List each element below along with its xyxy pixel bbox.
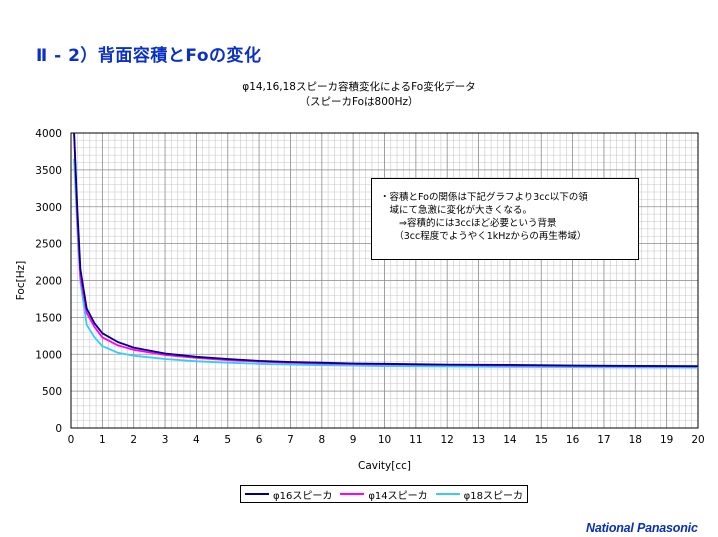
legend-item: φ14スピーカ <box>340 487 428 502</box>
legend-swatch <box>435 493 460 495</box>
y-tick-label: 2000 <box>35 276 62 288</box>
x-tick-label: 3 <box>162 434 169 446</box>
x-tick-label: 14 <box>503 434 517 446</box>
x-axis-label: Cavity[cc] <box>358 460 411 472</box>
x-tick-label: 20 <box>691 434 704 446</box>
brand-logo: National Panasonic <box>586 521 698 535</box>
x-tick-label: 13 <box>472 434 485 446</box>
legend-swatch <box>245 493 269 495</box>
x-tick-label: 18 <box>629 434 642 446</box>
annotation-line: ・容積とFoの関係は下記グラフより3cc以下の領 <box>380 192 588 203</box>
y-tick-label: 2500 <box>35 239 62 251</box>
slide-title: Ⅱ - 2）背面容積とFoの変化 <box>36 46 262 66</box>
x-tick-label: 16 <box>566 434 580 446</box>
y-tick-label: 1500 <box>35 312 62 324</box>
x-tick-label: 12 <box>441 434 454 446</box>
x-tick-label: 0 <box>68 434 75 446</box>
legend-label: φ14スピーカ <box>368 490 428 502</box>
x-tick-label: 15 <box>535 434 548 446</box>
x-tick-label: 6 <box>256 434 263 446</box>
x-tick-label: 7 <box>287 434 294 446</box>
annotation-box: ・容積とFoの関係は下記グラフより3cc以下の領 域にて急激に変化が大きくなる。… <box>371 178 639 260</box>
y-tick-label: 0 <box>55 423 62 435</box>
x-tick-label: 9 <box>350 434 357 446</box>
legend-label: φ18スピーカ <box>463 490 523 502</box>
annotation-line: ⇒容積的には3ccほど必要という背景 <box>380 218 557 229</box>
y-tick-label: 4000 <box>35 128 62 140</box>
legend-item: φ16スピーカ <box>245 487 332 502</box>
chart-subtitle: （スピーカFoは800Hz） <box>299 96 419 108</box>
y-tick-label: 3000 <box>35 202 62 214</box>
x-tick-label: 4 <box>193 434 200 446</box>
x-tick-label: 2 <box>130 434 137 446</box>
series-line <box>73 158 699 369</box>
legend-item: φ18スピーカ <box>435 487 523 502</box>
x-tick-label: 17 <box>597 434 610 446</box>
y-tick-label: 1000 <box>35 349 62 361</box>
annotation-line: （3cc程度でようやく1kHzからの再生帯域） <box>380 231 587 242</box>
legend-swatch <box>340 493 365 495</box>
x-tick-label: 1 <box>99 434 106 446</box>
series-line <box>73 132 699 368</box>
y-axis-label: Foc[Hz] <box>15 261 27 300</box>
x-tick-label: 8 <box>318 434 325 446</box>
legend-label: φ16スピーカ <box>273 490 333 502</box>
x-tick-label: 19 <box>660 434 673 446</box>
x-tick-label: 11 <box>409 434 422 446</box>
x-tick-label: 5 <box>224 434 231 446</box>
annotation-line: 域にて急激に変化が大きくなる。 <box>380 205 533 216</box>
x-tick-label: 10 <box>378 434 391 446</box>
chart-title: φ14,16,18スピーカ容積変化によるFo変化データ <box>242 81 476 93</box>
chart-legend: φ16スピーカ φ14スピーカ φ18スピーカ <box>240 485 528 503</box>
y-tick-label: 3500 <box>35 165 62 177</box>
plot-border <box>70 132 699 429</box>
y-tick-label: 500 <box>42 386 62 398</box>
